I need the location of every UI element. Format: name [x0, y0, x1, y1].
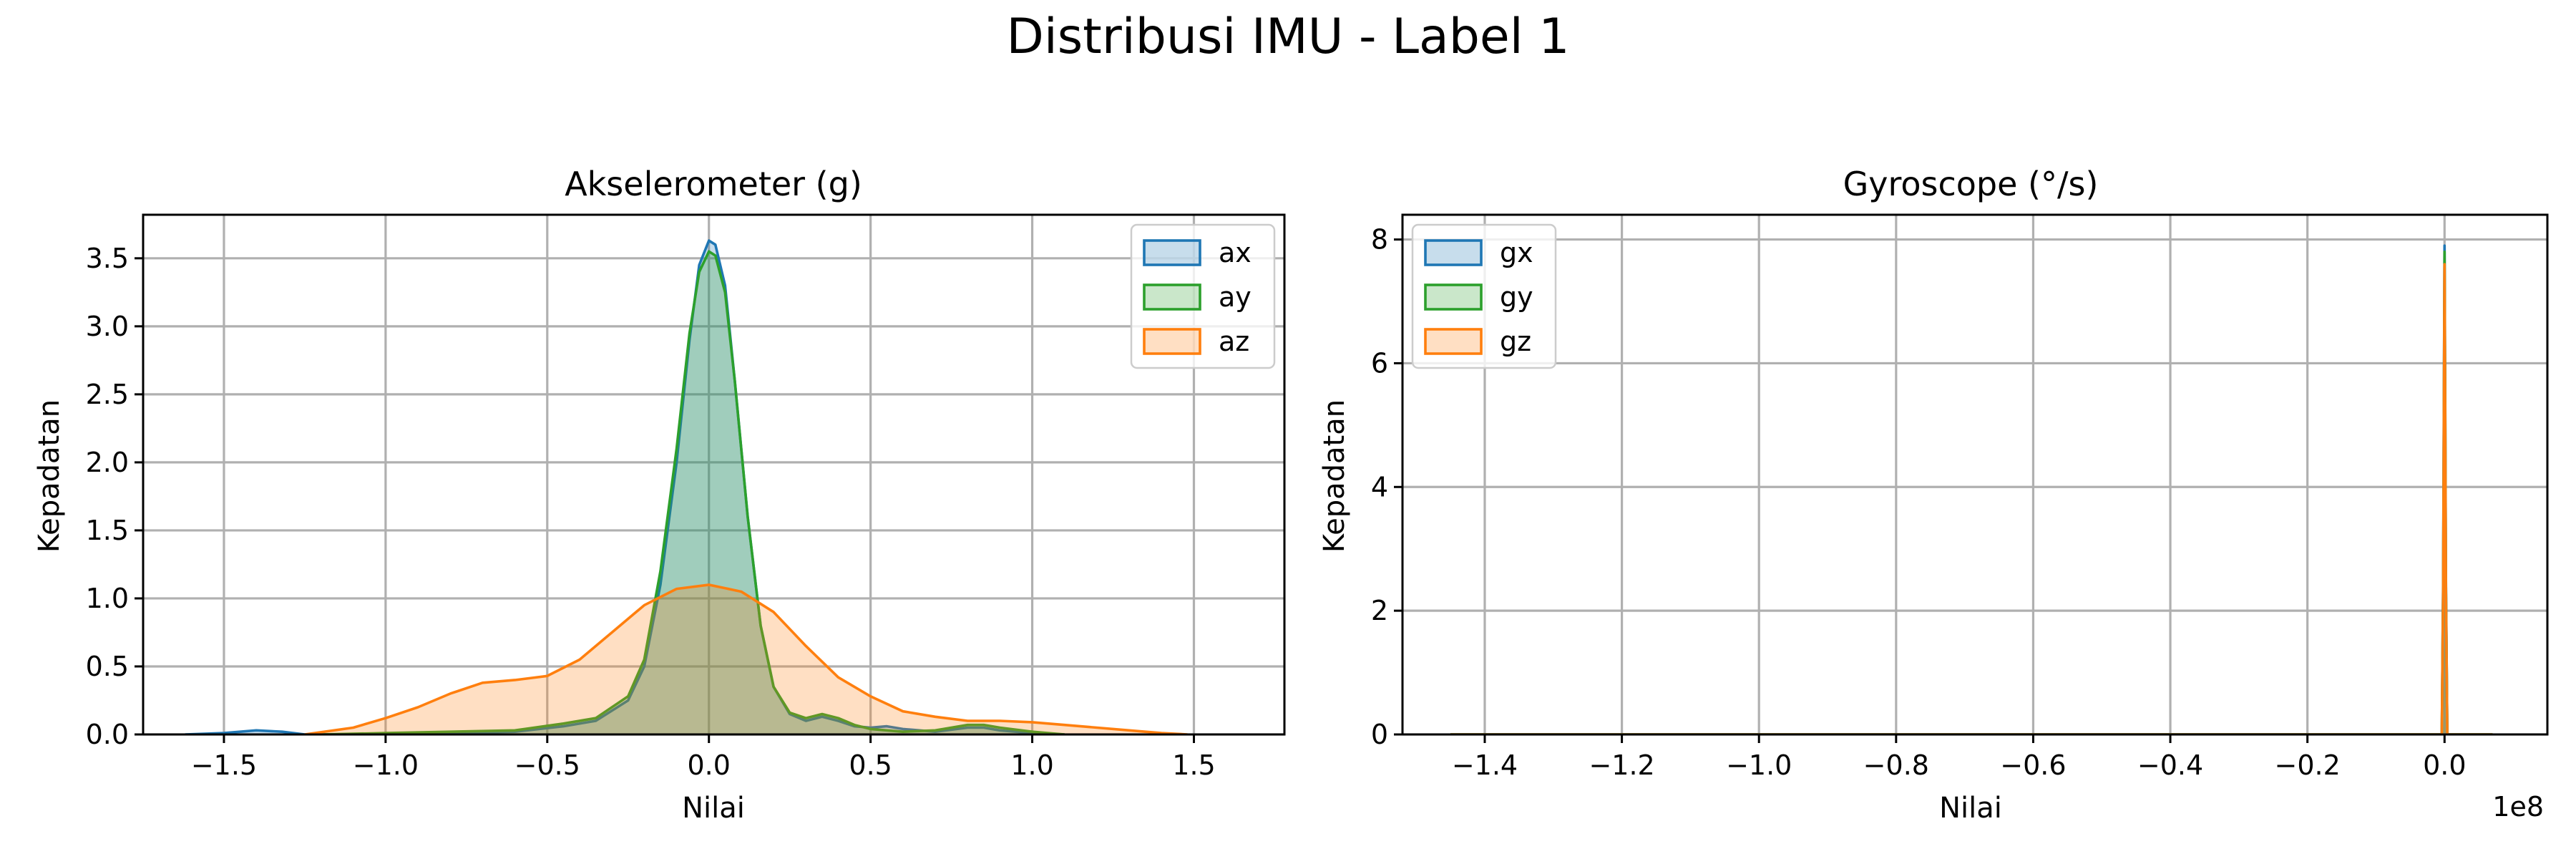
accelerometer-y-tick-label: 1.0: [86, 583, 129, 614]
series-ay-line: [321, 250, 1065, 734]
accelerometer-title: Akselerometer (g): [565, 165, 862, 203]
accelerometer-frame: [142, 213, 1286, 736]
accelerometer-panel: Akselerometer (g) Nilai Kepadatan −1.5 −1…: [33, 165, 1286, 825]
accelerometer-x-tick-label: −1.5: [191, 749, 257, 781]
gyroscope-y-tick-label: 6: [1371, 347, 1388, 379]
accelerometer-x-tick-label: 0.5: [849, 749, 892, 781]
gyroscope-frame: [1401, 213, 2549, 736]
gyroscope-xlabel: Nilai: [1939, 792, 2002, 825]
accelerometer-x-tick-label: 1.5: [1172, 749, 1215, 781]
accelerometer-xlabel: Nilai: [682, 792, 745, 825]
accelerometer-x-tick-label: 1.0: [1010, 749, 1053, 781]
accelerometer-y-tick-label: 0.0: [86, 719, 129, 750]
series-gz-line: [1450, 263, 2493, 734]
gyroscope-y-tick-label: 2: [1371, 595, 1388, 626]
series-gy-area: [1450, 251, 2493, 734]
series-gy-line: [1450, 251, 2493, 734]
gyroscope-x-tick-label: −1.4: [1452, 749, 1518, 781]
gyroscope-panel: Gyroscope (°/s) Nilai Kepadatan 1e8 −1.4…: [1318, 165, 2549, 825]
gyroscope-x-tick-label: −1.0: [1726, 749, 1792, 781]
legend-az-swatch: [1143, 328, 1201, 355]
accelerometer-plot-area: [185, 239, 1188, 734]
gyroscope-title: Gyroscope (°/s): [1843, 165, 2099, 203]
accelerometer-x-tick-label: 0.0: [688, 749, 731, 781]
legend-gy-label: gy: [1500, 281, 1533, 313]
accelerometer-y-tick-label: 3.0: [86, 311, 129, 342]
gyroscope-y-tick-label: 4: [1371, 471, 1388, 503]
accelerometer-x-tick-label: −1.0: [353, 749, 419, 781]
gyroscope-x-tick-label: −1.2: [1589, 749, 1654, 781]
legend-ax-swatch: [1143, 239, 1201, 266]
legend-ax-label: ax: [1219, 237, 1252, 268]
legend-gx-swatch: [1424, 239, 1483, 266]
accelerometer-legend: ax ay az: [1130, 223, 1276, 369]
gyroscope-x-tick-label: −0.4: [2137, 749, 2203, 781]
series-gz-area: [1450, 264, 2493, 734]
gyroscope-x-tick-label: 0.0: [2423, 749, 2466, 781]
legend-gy-swatch: [1424, 283, 1483, 311]
gyroscope-x-tick-label: −0.2: [2275, 749, 2341, 781]
legend-gz-swatch: [1424, 328, 1483, 355]
accelerometer-y-tick-label: 0.5: [86, 651, 129, 682]
accelerometer-ylabel: Kepadatan: [33, 399, 66, 553]
gyroscope-legend-box: [1411, 223, 1557, 369]
gyroscope-x-multiplier: 1e8: [2492, 791, 2544, 822]
accelerometer-y-tick-label: 2.0: [86, 447, 129, 478]
accelerometer-y-tick-label: 2.5: [86, 379, 129, 410]
legend-gz-label: gz: [1500, 326, 1531, 357]
series-az-line: [304, 583, 1188, 734]
series-az-area: [304, 584, 1188, 734]
series-gx-area: [1450, 246, 2493, 734]
legend-gx-label: gx: [1500, 237, 1533, 268]
gyroscope-x-tick-label: −0.8: [1863, 749, 1929, 781]
accelerometer-y-tick-label: 1.5: [86, 515, 129, 546]
gyroscope-plot-area: [1450, 244, 2493, 734]
accelerometer-x-tick-label: −0.5: [514, 749, 580, 781]
series-ay-area: [321, 251, 1065, 734]
legend-ay-swatch: [1143, 283, 1201, 311]
series-gx-line: [1450, 244, 2493, 734]
legend-ay-label: ay: [1219, 281, 1252, 313]
figure-suptitle: Distribusi IMU - Label 1: [1007, 9, 1570, 65]
accelerometer-legend-box: [1130, 223, 1276, 369]
legend-az-label: az: [1219, 326, 1249, 357]
gyroscope-ylabel: Kepadatan: [1318, 399, 1351, 553]
gyroscope-x-tick-label: −0.6: [2000, 749, 2066, 781]
accelerometer-y-tick-label: 3.5: [86, 243, 129, 274]
gyroscope-y-tick-label: 8: [1371, 224, 1388, 256]
gyroscope-legend: gx gy gz: [1411, 223, 1557, 369]
gyroscope-y-tick-label: 0: [1371, 719, 1388, 750]
